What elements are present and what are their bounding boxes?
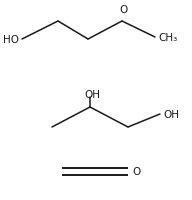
Text: O: O (132, 166, 140, 176)
Text: O: O (119, 5, 127, 15)
Text: OH: OH (84, 90, 100, 100)
Text: OH: OH (163, 109, 179, 119)
Text: CH₃: CH₃ (158, 33, 177, 43)
Text: HO: HO (3, 35, 19, 45)
